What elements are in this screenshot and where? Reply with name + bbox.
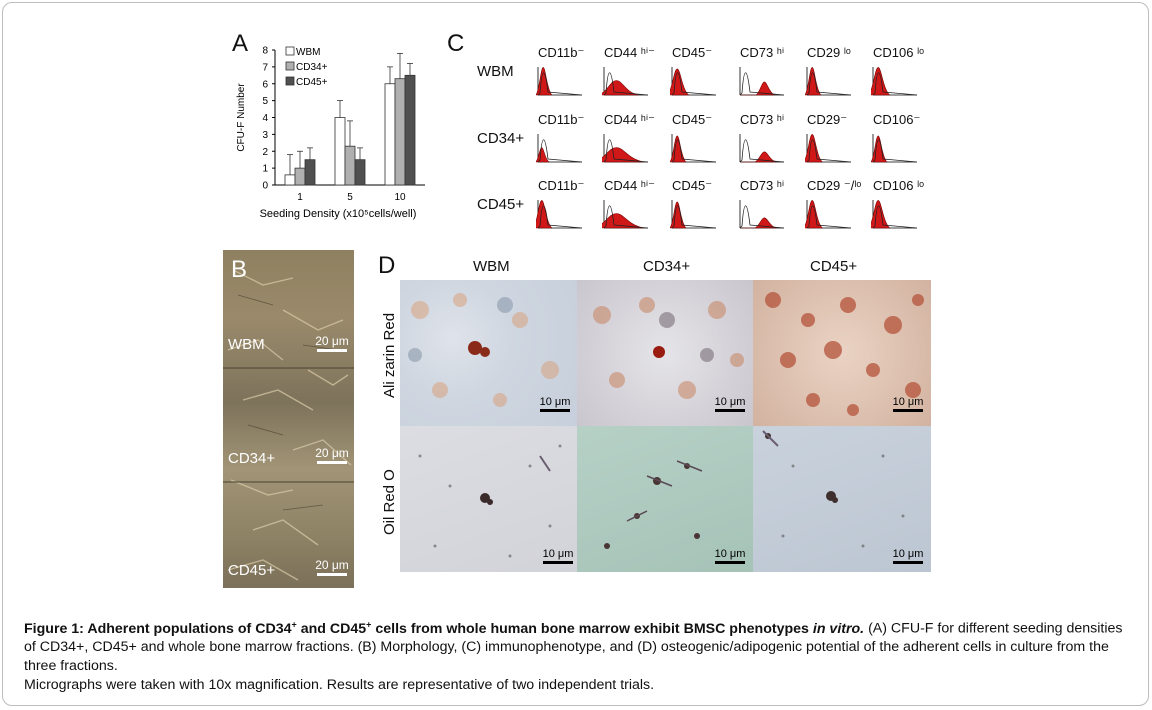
- legend-label: CD45+: [296, 77, 328, 88]
- flow-marker-label: CD11b⁻: [538, 112, 585, 127]
- bar: [304, 159, 316, 186]
- flow-marker-label: CD106⁻: [873, 112, 921, 127]
- flow-histogram: [536, 200, 583, 229]
- bar: [394, 78, 406, 186]
- morph-scale-bar: 20 μm: [313, 558, 351, 576]
- morph-label-cd34: CD34+: [228, 450, 276, 467]
- flow-marker-label: CD29 ˡᵒ: [807, 45, 851, 60]
- y-tick-label: 1: [262, 164, 268, 175]
- flow-histogram: [871, 200, 918, 229]
- flow-marker-label: CD73 ʰⁱ: [740, 178, 785, 193]
- alizarin-cd34: 10 μm: [577, 280, 753, 426]
- flow-histogram: [602, 200, 649, 229]
- bar: [404, 74, 416, 186]
- y-tick-label: 0: [262, 181, 268, 192]
- stain-col-cd45: CD45+: [810, 258, 858, 275]
- legend-swatch: [285, 46, 295, 56]
- bar: [334, 117, 346, 186]
- flow-marker-label: CD106 ˡᵒ: [873, 178, 925, 193]
- bar: [294, 167, 306, 186]
- flow-row-label: WBM: [477, 63, 514, 80]
- legend-label: CD34+: [296, 62, 328, 73]
- bar: [284, 174, 296, 186]
- morph-label-cd45: CD45+: [228, 562, 276, 579]
- stain-scale-bar: 10 μm: [710, 548, 750, 564]
- x-tick-label: 5: [347, 192, 353, 203]
- oilred-cd45: 10 μm: [753, 426, 931, 572]
- alizarin-wbm: 10 μm: [400, 280, 577, 426]
- figure-caption-note: Micrographs were taken with 10x magnific…: [24, 677, 655, 693]
- flow-marker-label: CD11b⁻: [538, 45, 585, 60]
- flow-marker-label: CD44 ʰⁱ⁻: [604, 178, 656, 193]
- flow-histogram: [670, 134, 717, 163]
- bar: [384, 83, 396, 186]
- flow-row-label: CD34+: [477, 130, 525, 147]
- flow-marker-label: CD73 ʰⁱ: [740, 112, 785, 127]
- oilred-cd34: 10 μm: [577, 426, 753, 572]
- flow-histogram: [536, 134, 583, 163]
- flow-marker-label: CD11b⁻: [538, 178, 585, 193]
- morph-label-wbm: WBM: [228, 336, 265, 353]
- flow-marker-label: CD44 ʰⁱ⁻: [604, 45, 656, 60]
- stain-row-alizarin: Ali zarin Red: [381, 312, 398, 398]
- y-tick-label: 4: [262, 113, 268, 124]
- panel-label-a: A: [232, 30, 249, 57]
- panel-label-d: D: [378, 252, 396, 279]
- flow-marker-label: CD73 ʰⁱ: [740, 45, 785, 60]
- y-tick-label: 6: [262, 79, 268, 90]
- flow-histogram: [805, 134, 852, 163]
- morph-scale-bar: 20 μm: [313, 446, 351, 464]
- y-tick-label: 3: [262, 130, 268, 141]
- stain-col-cd34: CD34+: [643, 258, 691, 275]
- flow-histogram: [739, 200, 785, 229]
- y-tick-label: 2: [262, 147, 268, 158]
- flow-marker-label: CD45⁻: [672, 45, 713, 60]
- alizarin-cd45: 10 μm: [753, 280, 931, 426]
- morphology-micrograph: B WBM CD34+ CD45+ 20 μm 20 μm 20 μm: [223, 250, 354, 588]
- flow-histogram: [739, 67, 785, 96]
- legend-swatch: [285, 76, 295, 86]
- flow-histogram: [602, 67, 649, 96]
- cfu-f-bar-chart: 0 1 2 3 4 5 6 7 8 CFU-F Number 1 5 10 Seeding Density…: [236, 46, 425, 220]
- y-axis-label: CFU-F Number: [236, 83, 247, 152]
- y-tick-label: 8: [262, 46, 268, 57]
- flow-histogram: [536, 67, 583, 96]
- stain-scale-bar: 10 μm: [535, 396, 575, 412]
- panel-label-b: B: [231, 256, 248, 283]
- figure-caption: Figure 1: Adherent populations of CD34+ …: [24, 619, 1123, 674]
- flow-histogram: [670, 200, 717, 229]
- flow-marker-label: CD45⁻: [672, 112, 713, 127]
- flow-histogram: [805, 67, 852, 96]
- flow-histogram: [602, 134, 649, 163]
- x-tick-label: 10: [394, 192, 406, 203]
- stain-col-wbm: WBM: [473, 258, 510, 275]
- stain-scale-bar: 10 μm: [710, 396, 750, 412]
- legend-swatch: [285, 61, 295, 71]
- x-axis-label: Seeding Density (x10⁵cells/well): [260, 208, 417, 220]
- morph-scale-bar: 20 μm: [313, 334, 351, 352]
- bar: [344, 145, 356, 186]
- oilred-wbm: 10 μm: [400, 426, 577, 572]
- stain-scale-bar: 10 μm: [888, 396, 928, 412]
- flow-marker-label: CD29 ⁻/ˡᵒ: [807, 178, 862, 193]
- stain-scale-bar: 10 μm: [538, 548, 577, 564]
- flow-histogram: [871, 134, 918, 163]
- flow-marker-label: CD44 ʰⁱ⁻: [604, 112, 656, 127]
- x-tick-label: 1: [297, 192, 303, 203]
- bar: [354, 159, 366, 186]
- stain-scale-bar: 10 μm: [888, 548, 928, 564]
- flow-histogram: [871, 67, 918, 96]
- flow-marker-label: CD106 ˡᵒ: [873, 45, 925, 60]
- flow-marker-label: CD45⁻: [672, 178, 713, 193]
- y-tick-label: 7: [262, 62, 268, 73]
- flow-histogram: [670, 67, 717, 96]
- y-tick-label: 5: [262, 96, 268, 107]
- flow-row-label: CD45+: [477, 196, 525, 213]
- panel-label-c: C: [447, 30, 465, 57]
- stain-row-oilred: Oil Red O: [381, 469, 398, 535]
- flow-marker-label: CD29⁻: [807, 112, 848, 127]
- flow-histogram: [739, 134, 785, 163]
- legend-label: WBM: [296, 47, 320, 58]
- flow-histogram: [805, 200, 852, 229]
